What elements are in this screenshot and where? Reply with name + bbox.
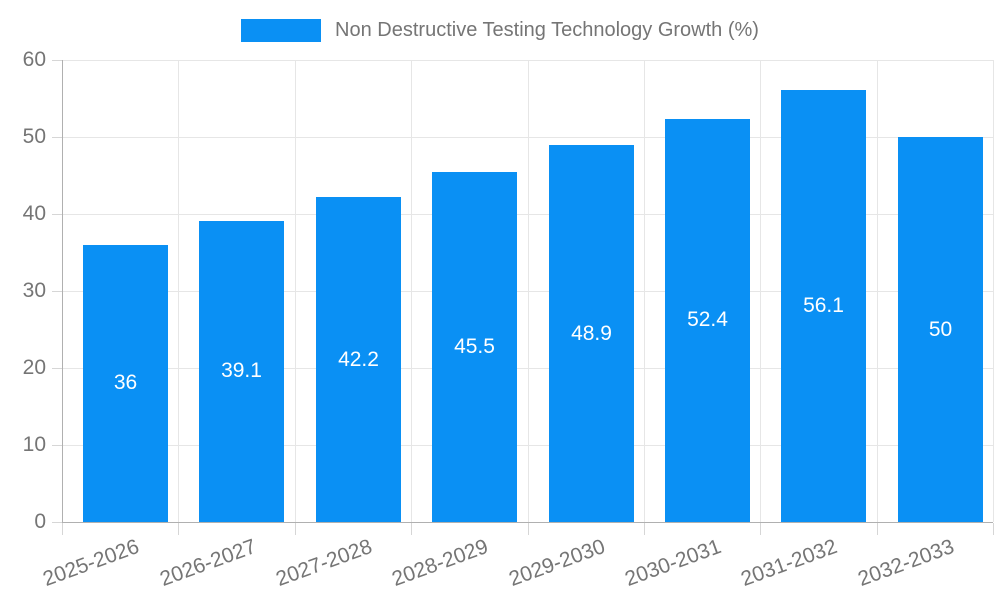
- x-axis-tick: [993, 523, 994, 535]
- y-axis-label: 10: [22, 433, 46, 456]
- y-axis-line: [62, 60, 63, 523]
- y-axis-tick: [52, 368, 62, 369]
- bar[interactable]: [549, 145, 634, 522]
- bar-value-label: 52.4: [687, 308, 728, 331]
- bar-value-label: 36: [113, 371, 138, 394]
- bar[interactable]: [83, 245, 168, 522]
- v-gridline: [644, 60, 645, 522]
- x-axis-tick: [877, 523, 878, 535]
- bar-value-label: 50: [928, 318, 953, 341]
- v-gridline: [178, 60, 179, 522]
- x-axis-tick: [178, 523, 179, 535]
- y-axis-label: 20: [22, 356, 46, 379]
- h-gridline: [62, 137, 993, 138]
- bar[interactable]: [199, 221, 284, 522]
- bar-value-label: 42.2: [338, 348, 379, 371]
- h-gridline: [62, 291, 993, 292]
- bar-value-label: 45.5: [454, 335, 495, 358]
- v-gridline: [877, 60, 878, 522]
- v-gridline: [760, 60, 761, 522]
- y-axis-label: 30: [22, 279, 46, 302]
- bar-value-label: 56.1: [803, 294, 844, 317]
- v-gridline: [411, 60, 412, 522]
- y-axis-tick: [52, 137, 62, 138]
- x-axis-tick: [411, 523, 412, 535]
- y-axis-label: 60: [22, 48, 46, 71]
- h-gridline: [62, 60, 993, 61]
- legend-label: Non Destructive Testing Technology Growt…: [335, 18, 759, 41]
- y-axis-label: 0: [34, 510, 46, 533]
- y-axis-tick: [52, 445, 62, 446]
- y-axis-tick: [52, 60, 62, 61]
- bar[interactable]: [781, 90, 866, 522]
- bar[interactable]: [665, 119, 750, 522]
- y-axis-tick: [52, 522, 62, 523]
- x-axis-tick: [644, 523, 645, 535]
- y-axis-tick: [52, 214, 62, 215]
- h-gridline: [62, 445, 993, 446]
- v-gridline: [295, 60, 296, 522]
- x-axis-tick: [760, 523, 761, 535]
- legend-swatch: [241, 18, 322, 42]
- y-axis-label: 50: [22, 125, 46, 148]
- x-axis-tick: [528, 523, 529, 535]
- x-axis-line: [62, 522, 993, 523]
- bar-value-label: 39.1: [221, 359, 262, 382]
- h-gridline: [62, 368, 993, 369]
- x-axis-tick: [62, 523, 63, 535]
- bar[interactable]: [432, 172, 517, 522]
- y-axis-tick: [52, 291, 62, 292]
- legend[interactable]: Non Destructive Testing Technology Growt…: [0, 17, 1000, 43]
- bar[interactable]: [898, 137, 983, 522]
- h-gridline: [62, 214, 993, 215]
- x-axis-tick: [295, 523, 296, 535]
- bar[interactable]: [316, 197, 401, 522]
- v-gridline: [993, 60, 994, 522]
- y-axis-label: 40: [22, 202, 46, 225]
- bar-value-label: 48.9: [571, 322, 612, 345]
- v-gridline: [528, 60, 529, 522]
